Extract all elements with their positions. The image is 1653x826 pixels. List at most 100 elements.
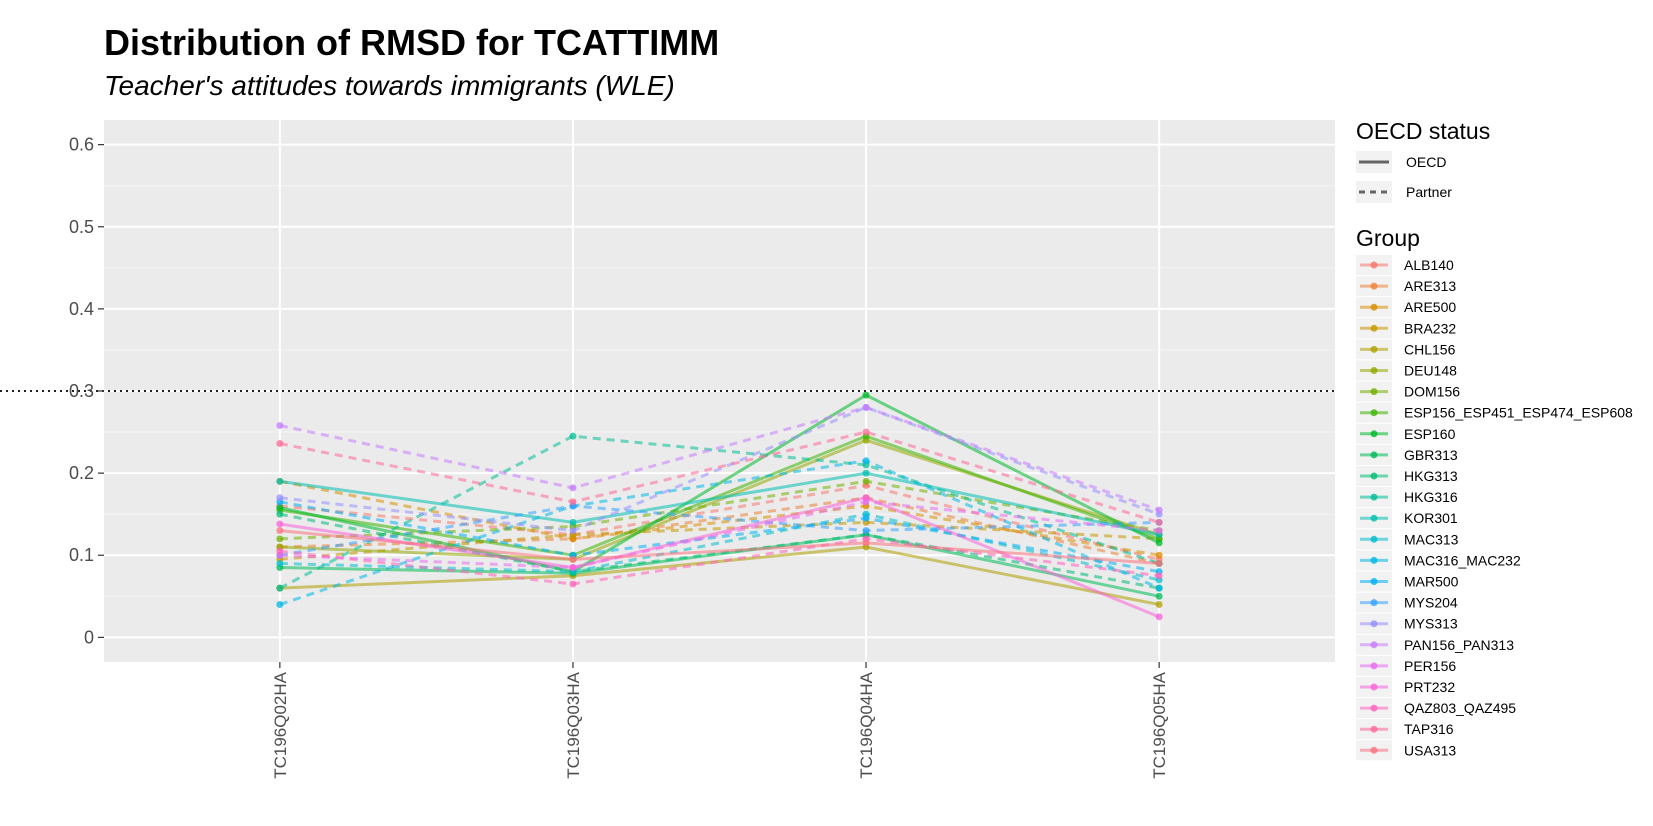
legend-label: PAN156_PAN313 (1404, 637, 1514, 653)
legend-swatch-point (1370, 282, 1378, 290)
series-line (279, 500, 1160, 570)
data-point (862, 469, 870, 477)
legend-swatch-point (1370, 641, 1378, 649)
legend-swatch-point (1370, 324, 1378, 332)
legend-label: QAZ803_QAZ495 (1404, 700, 1516, 716)
series-USA313 (276, 527, 1163, 567)
series-MYS313 (276, 403, 1163, 535)
data-point (276, 535, 284, 543)
series-ESP160 (276, 391, 1163, 576)
data-point (276, 494, 284, 502)
data-point (1155, 539, 1163, 547)
series-line (279, 533, 1160, 598)
legend-swatch-point (1370, 430, 1378, 438)
series-line (279, 459, 1160, 606)
data-point (276, 559, 284, 567)
data-point (276, 440, 284, 448)
data-point (569, 564, 577, 572)
legend-label: KOR301 (1404, 510, 1458, 526)
legend-label: ESP160 (1404, 426, 1456, 442)
legend-swatch-point (1370, 303, 1378, 311)
data-point (1155, 551, 1163, 559)
series-line (279, 434, 1160, 557)
legend-swatch-point (1370, 472, 1378, 480)
legend-title-oecd-status: OECD status (1356, 118, 1490, 144)
legend-label: DOM156 (1404, 384, 1460, 400)
data-point (1155, 592, 1163, 600)
chart-subtitle: Teacher's attitudes towards immigrants (… (104, 70, 675, 101)
legend-label: MYS204 (1404, 595, 1458, 611)
data-point (569, 555, 577, 563)
legend-swatch-point (1370, 662, 1378, 670)
x-tick-label: TC196Q03HA (564, 671, 583, 778)
data-point (569, 518, 577, 526)
data-point (569, 432, 577, 440)
x-tick-label: TC196Q02HA (271, 671, 290, 778)
legend-label: PRT232 (1404, 679, 1455, 695)
data-point (569, 498, 577, 506)
series-line (279, 430, 1160, 524)
y-tick-label: 0.5 (69, 217, 94, 237)
data-point (1155, 527, 1163, 535)
data-point (569, 484, 577, 492)
data-point (276, 547, 284, 555)
data-point (1155, 572, 1163, 580)
legend-label: MAC316_MAC232 (1404, 552, 1521, 568)
data-point (276, 510, 284, 518)
data-point (862, 403, 870, 411)
data-point (276, 520, 284, 528)
legend-label: HKG316 (1404, 489, 1458, 505)
legend-label: USA313 (1404, 742, 1456, 758)
legend-swatch-point (1370, 493, 1378, 501)
series-line (279, 512, 1160, 590)
legend-label: MAR500 (1404, 574, 1459, 590)
data-point (276, 527, 284, 535)
legend-label: ALB140 (1404, 257, 1454, 273)
legend-swatch-point (1370, 725, 1378, 733)
y-tick-label: 0.6 (69, 135, 94, 155)
series-layer (276, 391, 1163, 621)
series-line (279, 496, 1160, 565)
legend-swatch-point (1370, 345, 1378, 353)
series-line (279, 434, 1160, 590)
series-PAN156_PAN313 (276, 403, 1163, 514)
legend-label: MAC313 (1404, 531, 1459, 547)
y-tick-label: 0.2 (69, 463, 94, 483)
data-point (1155, 559, 1163, 567)
y-tick-label: 0.4 (69, 299, 94, 319)
legend-label: PER156 (1404, 658, 1456, 674)
legend-label: OECD (1406, 154, 1446, 170)
x-axis: TC196Q02HA TC196Q03HA TC196Q04HA TC196Q05HA (271, 662, 1169, 779)
legend-label: ARE313 (1404, 278, 1456, 294)
legend-swatch-point (1370, 746, 1378, 754)
legend: OECD status OECD Partner Group ALB140 ARE313 A… (1356, 118, 1633, 761)
data-point (862, 494, 870, 502)
x-tick-label: TC196Q05HA (1150, 671, 1169, 778)
legend-swatch-point (1370, 409, 1378, 417)
legend-swatch-point (1370, 367, 1378, 374)
chart-title: Distribution of RMSD for TCATTIMM (104, 22, 720, 63)
y-tick-label: 0 (84, 627, 94, 647)
series-line (279, 471, 1160, 537)
data-point (276, 421, 284, 429)
series-line (279, 393, 1160, 574)
data-point (862, 514, 870, 522)
data-point (1155, 613, 1163, 621)
data-point (569, 580, 577, 588)
series-line (279, 500, 1160, 574)
data-point (862, 527, 870, 535)
legend-swatch-point (1370, 261, 1378, 269)
legend-swatch-point (1370, 578, 1378, 585)
series-line (279, 529, 1160, 565)
series-line (279, 537, 1160, 586)
series-line (279, 483, 1160, 561)
data-point (276, 504, 284, 512)
data-point (862, 391, 870, 399)
data-point (1155, 601, 1163, 609)
y-tick-label: 0.1 (69, 545, 94, 565)
legend-label: ESP156_ESP451_ESP474_ESP608 (1404, 405, 1633, 421)
legend-swatch-point (1370, 388, 1378, 396)
data-point (862, 457, 870, 465)
data-point (1155, 506, 1163, 514)
